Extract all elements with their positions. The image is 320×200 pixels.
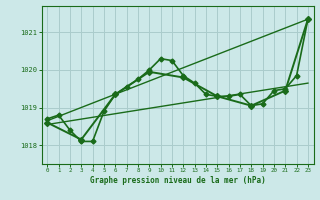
- X-axis label: Graphe pression niveau de la mer (hPa): Graphe pression niveau de la mer (hPa): [90, 176, 266, 185]
